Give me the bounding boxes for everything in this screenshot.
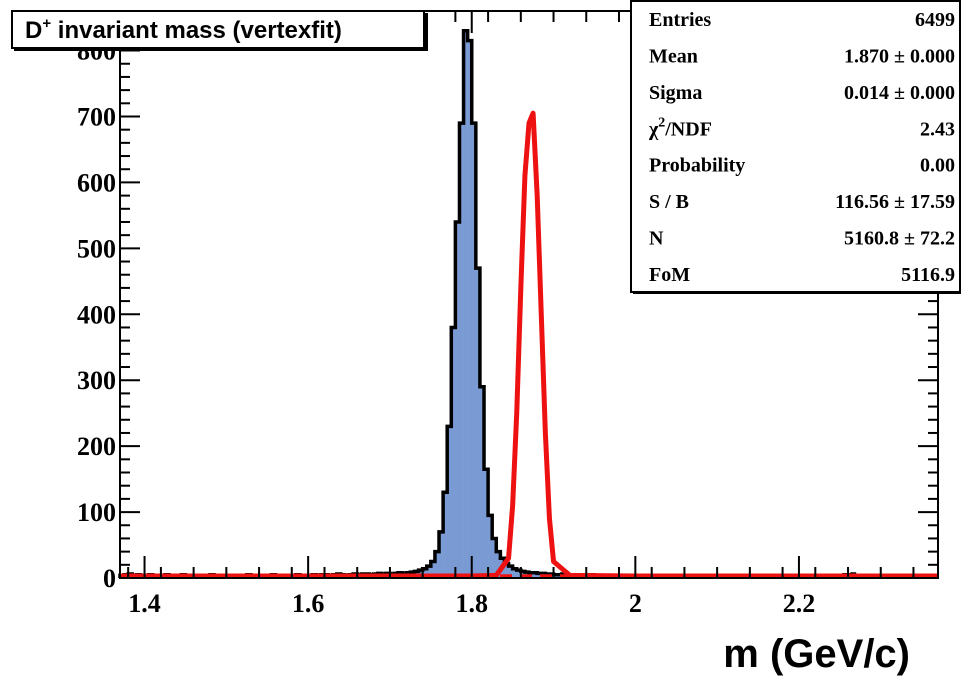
histogram-bin (430, 561, 436, 578)
chart-title: D+ invariant mass (vertexfit) (25, 15, 342, 44)
histogram-bin (516, 570, 522, 578)
histogram-bin (504, 563, 509, 578)
stats-row-label: S / B (649, 191, 689, 213)
histogram-bin (459, 123, 464, 578)
histogram-bin (426, 566, 432, 578)
title-box-shadow-bottom (14, 48, 428, 51)
stats-row-value: 5160.8 ± 72.2 (844, 227, 955, 249)
title-main: D (25, 17, 42, 44)
stats-row-label: Entries (649, 9, 711, 31)
stats-row-value: 116.56 ± 17.59 (835, 191, 955, 213)
title-box-shadow-right (424, 13, 428, 50)
histogram-bin (422, 568, 428, 578)
stats-label-superscript: 2 (658, 115, 665, 130)
histogram-bin (512, 568, 518, 578)
stats-row-label: Probability (649, 155, 745, 177)
histogram-bin (533, 572, 538, 578)
y-tick-label: 0 (103, 564, 116, 593)
x-tick-label: 1.4 (128, 589, 161, 618)
histogram-bin (467, 40, 473, 579)
y-tick-label: 500 (77, 234, 116, 263)
title-superscript: + (42, 15, 51, 32)
x-tick-label: 2 (629, 589, 642, 618)
histogram-bin (439, 531, 444, 578)
y-tick-label: 600 (77, 168, 116, 197)
stats-row-label: Sigma (649, 82, 702, 104)
histogram-bin (484, 469, 489, 578)
x-tick-label: 1.6 (292, 589, 325, 618)
histogram-bin (488, 515, 493, 578)
histogram-bin (447, 426, 452, 578)
plot-frame (119, 10, 939, 579)
title-box-frame (11, 10, 425, 49)
stats-row-value: 6499 (915, 9, 955, 31)
histogram-bin (479, 386, 485, 578)
x-tick-label: 1.8 (455, 589, 488, 618)
stats-row-label: Mean (649, 46, 698, 68)
stats-row-value: 2.43 (920, 118, 955, 140)
stats-label-rest: /NDF (664, 118, 712, 140)
x-axis-label: m (GeV/c) (723, 632, 910, 676)
histogram-bin (492, 538, 497, 578)
histogram-bin (443, 492, 448, 578)
stats-row-value: 1.870 ± 0.000 (844, 46, 955, 68)
y-tick-label: 400 (77, 300, 116, 329)
y-tick-label: 300 (77, 366, 116, 395)
stats-row-value: 0.00 (920, 155, 955, 177)
y-tick-label: 100 (77, 498, 116, 527)
stats-label-main: χ (648, 118, 659, 140)
histogram-bin (475, 268, 481, 578)
stats-row-label: N (649, 227, 664, 249)
histogram-bin (463, 30, 468, 578)
plot-area (118, 29, 938, 579)
y-tick-label: 200 (77, 432, 116, 461)
stats-row-label: FoM (649, 264, 690, 286)
histogram-bin (508, 566, 513, 578)
histogram-bin (471, 123, 477, 578)
stats-row-label: χ2/NDF (648, 115, 712, 140)
histogram-bin (434, 551, 440, 578)
histogram-bin (451, 327, 456, 578)
stats-row-value: 0.014 ± 0.000 (844, 82, 955, 104)
stats-box-shadow-bottom (633, 292, 961, 294)
x-tick-label: 2.2 (783, 589, 816, 618)
histogram-bin (455, 221, 460, 579)
stats-row-value: 5116.9 (901, 264, 955, 286)
chart-title-box: D+ invariant mass (vertexfit) (11, 10, 428, 51)
y-tick-label: 700 (77, 102, 116, 131)
histogram-bin (496, 551, 501, 578)
title-rest: invariant mass (vertexfit) (51, 17, 342, 44)
histogram-bin (537, 573, 542, 578)
stats-box: Entries 6499 Mean 1.870 ± 0.000 Sigma 0.014 ±… (630, 0, 961, 294)
fit-curve (120, 110, 938, 579)
